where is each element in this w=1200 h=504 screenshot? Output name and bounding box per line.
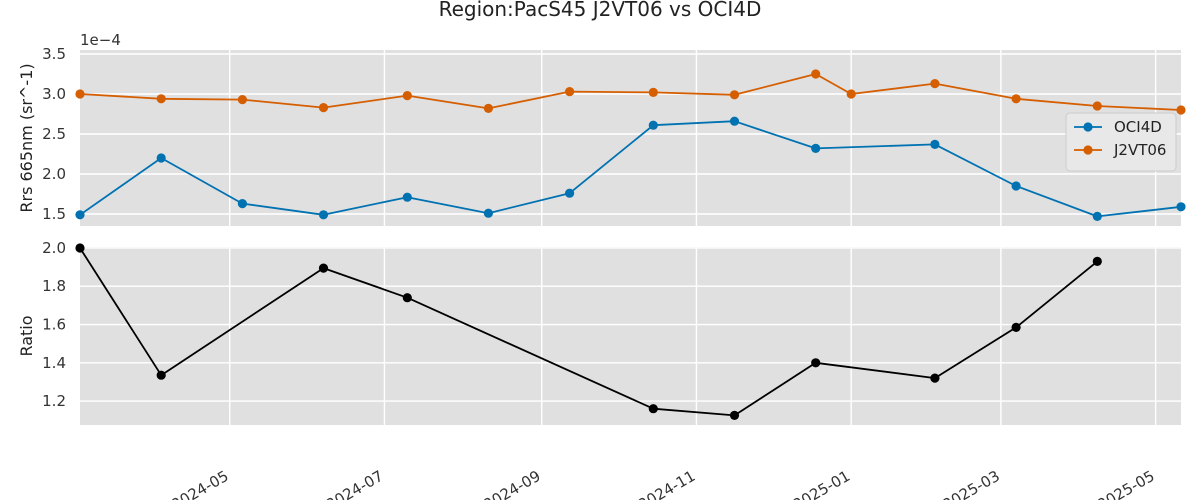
data-point (1092, 256, 1102, 266)
data-point (402, 192, 412, 202)
data-point (811, 358, 821, 368)
y-tick-label: 3.5 (42, 45, 66, 63)
legend-marker (1083, 122, 1093, 132)
data-point (811, 69, 821, 79)
data-point (1011, 322, 1021, 332)
data-point (156, 94, 166, 104)
data-point (1176, 105, 1186, 115)
data-point (930, 79, 940, 89)
y-tick-label: 3.0 (42, 85, 66, 103)
y-tick-label: 2.5 (42, 125, 66, 143)
data-point (729, 90, 740, 100)
x-tick-label: 2024-09 (480, 467, 543, 500)
y-tick-label: 1.8 (42, 277, 66, 295)
data-point (75, 243, 85, 253)
legend: OCI4D J2VT06 (1065, 112, 1177, 172)
x-tick-label: 2024-11 (635, 467, 698, 500)
y-axis-label: Rrs 665nm (sr^-1) (17, 63, 36, 212)
data-point (318, 263, 329, 273)
x-tick-label: 2025-01 (790, 467, 853, 500)
series-ratio (75, 243, 1102, 420)
plot-background (80, 247, 1181, 425)
data-point (565, 87, 575, 97)
x-tick-label: 2025-03 (940, 467, 1003, 500)
data-point (846, 89, 856, 99)
y-tick-label: 1.5 (42, 205, 66, 223)
data-point (318, 210, 329, 220)
data-point (648, 404, 658, 414)
data-point (156, 153, 166, 163)
series-oci4d (75, 116, 1186, 221)
data-point (1092, 101, 1102, 111)
data-point (318, 103, 329, 113)
data-point (402, 91, 412, 101)
data-point (729, 116, 740, 126)
data-point (930, 139, 940, 149)
data-point (483, 208, 493, 218)
y-tick-label: 1.2 (42, 392, 66, 410)
y-tick-label: 2.0 (42, 165, 66, 183)
data-point (75, 210, 85, 220)
data-point (75, 89, 85, 99)
y-offset-text: 1e−4 (80, 31, 121, 49)
series-line (79, 247, 1098, 417)
y-tick-label: 1.4 (42, 354, 66, 372)
legend-marker (1083, 145, 1093, 155)
series-j2vt06 (75, 69, 1186, 115)
panel-2: 1.2 1.4 1.6 1.8 2.0 Ratio 2024-05 2024-07 2024-0… (17, 239, 1181, 504)
data-point (648, 120, 658, 130)
data-point (729, 410, 740, 420)
y-axis-label: Ratio (17, 315, 36, 356)
data-point (930, 373, 940, 383)
legend-label: J2VT06 (1113, 141, 1166, 159)
data-point (565, 188, 575, 198)
data-point (648, 87, 658, 97)
data-point (237, 95, 247, 105)
data-point (811, 143, 821, 153)
data-point (1011, 181, 1021, 191)
chart-title: Region:PacS45 J2VT06 vs OCI4D (439, 0, 762, 21)
panel-1: 1.5 2.0 2.5 3.0 3.5 Rrs 665nm (sr^-1) 1e−4 OCI4… (17, 31, 1186, 226)
data-point (156, 370, 166, 380)
data-point (483, 103, 493, 113)
data-point (1092, 211, 1102, 221)
legend-label: OCI4D (1114, 118, 1162, 136)
y-tick-label: 2.0 (42, 239, 66, 257)
series-line (79, 120, 1182, 218)
data-point (1011, 94, 1021, 104)
data-point (237, 199, 247, 209)
x-tick-label: 2025-05 (1094, 467, 1157, 500)
x-tick-label: 2024-07 (323, 467, 386, 500)
y-tick-label: 1.6 (42, 316, 66, 334)
x-tick-label: 2024-05 (168, 467, 231, 500)
data-point (1176, 202, 1186, 212)
plot-background (80, 50, 1181, 226)
data-point (402, 293, 412, 303)
